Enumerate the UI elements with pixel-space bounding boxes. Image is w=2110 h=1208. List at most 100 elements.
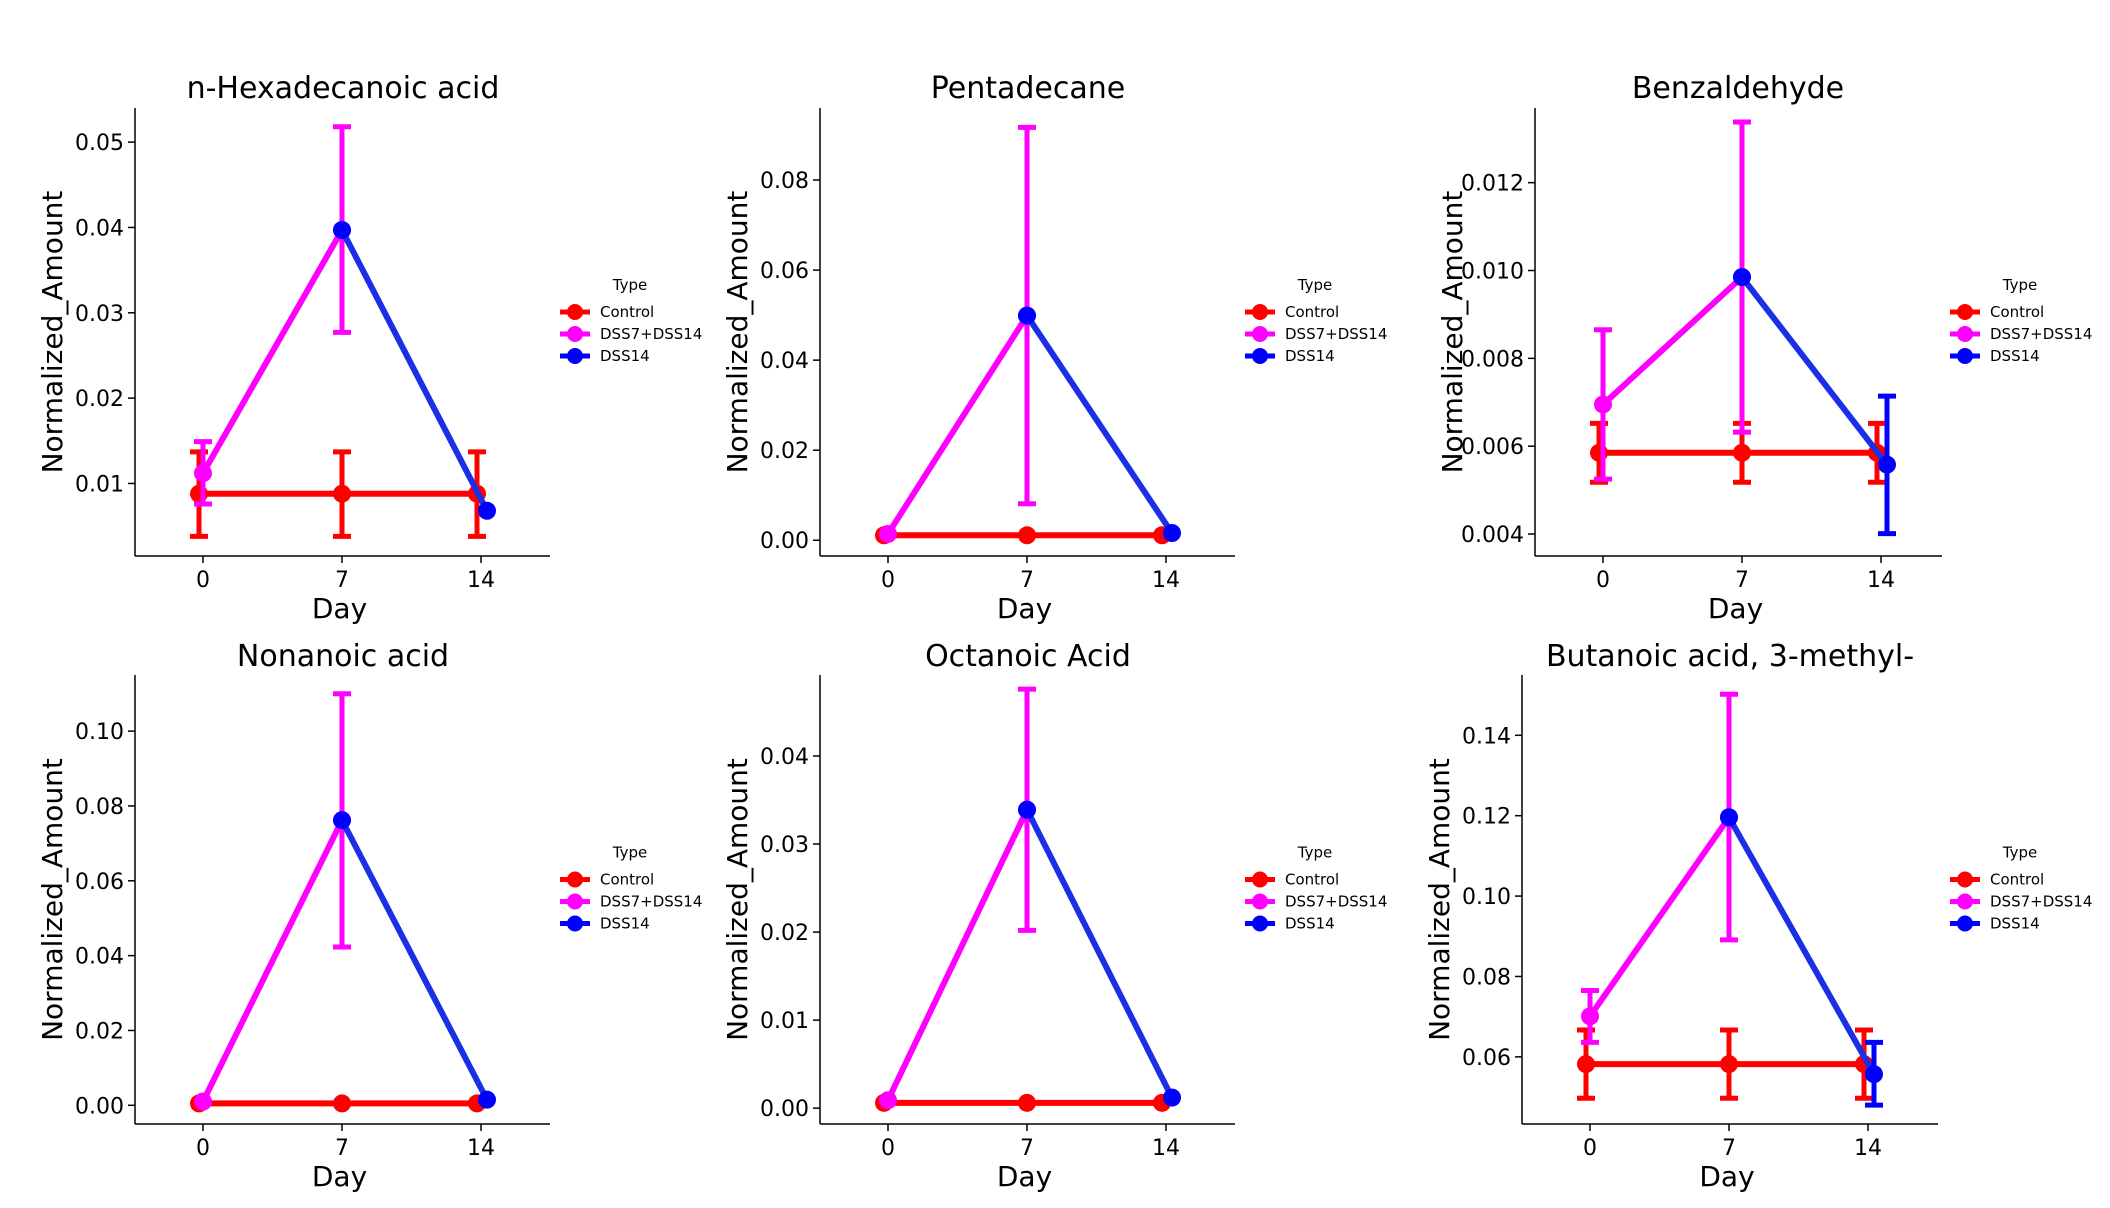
- y-tick-label: 0.08: [760, 169, 809, 194]
- data-point: [1594, 395, 1612, 414]
- legend-swatch-marker: [567, 326, 583, 342]
- data-point: [1018, 306, 1036, 325]
- data-point: [333, 484, 351, 503]
- y-tick-label: 0.06: [75, 870, 124, 895]
- legend-swatch-marker: [567, 304, 583, 320]
- y-tick-label: 0.02: [760, 439, 809, 464]
- series-line: [1739, 274, 1890, 468]
- legend-title: Type: [1297, 276, 1332, 294]
- series-line: [1587, 814, 1732, 1020]
- y-tick-label: 0.02: [75, 387, 124, 412]
- series-line: [200, 227, 345, 477]
- legend-label: DSS14: [600, 915, 650, 933]
- y-tick-label: 0.02: [75, 1019, 124, 1044]
- x-tick-label: 0: [881, 568, 895, 593]
- data-point: [194, 1092, 212, 1111]
- x-axis-label: Day: [997, 592, 1052, 625]
- chart-title: Pentadecane: [931, 71, 1126, 106]
- legend-label: DSS14: [600, 347, 650, 365]
- data-point: [1018, 526, 1036, 545]
- y-axis-label: Normalized_Amount: [721, 191, 754, 474]
- y-tick-label: 0.08: [1462, 965, 1511, 990]
- y-tick-label: 0.01: [760, 1009, 809, 1034]
- x-tick-label: 7: [335, 1136, 349, 1161]
- data-point: [1163, 1088, 1181, 1107]
- chart-panel: Butanoic acid, 3-methyl- 0.06 0.08 0.10 0.12…: [1423, 639, 2092, 1193]
- data-point: [478, 501, 496, 520]
- x-tick-label: 7: [1722, 1136, 1736, 1161]
- series-line: [200, 817, 345, 1105]
- series-line: [885, 312, 1030, 537]
- legend-label: DSS14: [1990, 347, 2040, 365]
- y-tick-label: 0.08: [75, 795, 124, 820]
- data-point: [1018, 800, 1036, 819]
- legend-title: Type: [1297, 844, 1332, 862]
- y-axis-label: Normalized_Amount: [36, 758, 69, 1041]
- y-tick-label: 0.12: [1462, 805, 1511, 830]
- y-tick-label: 0.06: [1462, 1046, 1511, 1071]
- y-axis-label: Normalized_Amount: [721, 758, 754, 1041]
- x-axis-label: Day: [312, 592, 367, 625]
- legend-swatch-marker: [1252, 871, 1268, 888]
- x-tick-label: 0: [196, 1136, 210, 1161]
- legend-swatch-marker: [1252, 304, 1268, 320]
- legend-swatch-marker: [1957, 326, 1973, 342]
- data-point: [1163, 524, 1181, 543]
- y-axis-label: Normalized_Amount: [1423, 758, 1456, 1041]
- y-axis-label: Normalized_Amount: [36, 191, 69, 474]
- y-tick-label: 0.02: [760, 921, 809, 946]
- chart-panel: n-Hexadecanoic acid 0.01 0.02 0.03 0.04 0.05 0…: [36, 71, 702, 625]
- legend-title: Type: [2002, 276, 2037, 294]
- legend-title: Type: [2002, 844, 2037, 862]
- y-tick-label: 0.10: [75, 720, 124, 745]
- x-tick-label: 7: [1735, 568, 1749, 593]
- x-tick-label: 14: [467, 568, 495, 593]
- y-tick-label: 0.05: [75, 131, 124, 156]
- legend-label: DSS14: [1285, 915, 1335, 933]
- legend-label: DSS7+DSS14: [1285, 325, 1387, 343]
- x-axis-label: Day: [312, 1160, 367, 1193]
- x-tick-label: 7: [335, 568, 349, 593]
- chart-title: Benzaldehyde: [1632, 71, 1844, 106]
- legend-title: Type: [612, 844, 647, 862]
- y-tick-label: 0.004: [1461, 523, 1524, 548]
- data-point: [1720, 1055, 1738, 1074]
- x-axis-label: Day: [997, 1160, 1052, 1193]
- legend-swatch-marker: [567, 915, 583, 932]
- series-line: [1024, 806, 1175, 1101]
- y-tick-label: 0.10: [1462, 885, 1511, 910]
- legend-swatch-marker: [1252, 348, 1268, 364]
- x-axis-label: Day: [1699, 1160, 1754, 1193]
- series-line: [339, 227, 490, 514]
- y-tick-label: 0.04: [760, 745, 809, 770]
- y-tick-label: 0.01: [75, 472, 124, 497]
- y-axis-label: Normalized_Amount: [1436, 191, 1469, 474]
- y-tick-label: 0.06: [760, 259, 809, 284]
- legend-swatch-marker: [1957, 348, 1973, 364]
- x-tick-label: 0: [1583, 1136, 1597, 1161]
- x-tick-label: 14: [467, 1136, 495, 1161]
- legend-label: Control: [1285, 303, 1339, 321]
- x-tick-label: 14: [1152, 1136, 1180, 1161]
- legend-label: DSS7+DSS14: [600, 893, 702, 911]
- y-tick-label: 0.04: [75, 216, 124, 241]
- y-tick-label: 0.012: [1461, 172, 1524, 197]
- series-line: [1024, 312, 1175, 536]
- legend-label: DSS7+DSS14: [1990, 893, 2092, 911]
- data-point: [194, 464, 212, 483]
- data-point: [1878, 455, 1896, 474]
- legend-swatch-marker: [1252, 915, 1268, 932]
- x-tick-label: 14: [1867, 568, 1895, 593]
- x-tick-label: 7: [1020, 1136, 1034, 1161]
- series-line: [1726, 814, 1877, 1078]
- legend-swatch-marker: [1252, 326, 1268, 342]
- legend-swatch-marker: [1957, 915, 1973, 932]
- x-tick-label: 0: [881, 1136, 895, 1161]
- legend-label: DSS7+DSS14: [600, 325, 702, 343]
- series-line: [885, 806, 1030, 1104]
- x-tick-label: 0: [1596, 568, 1610, 593]
- data-point: [333, 811, 351, 830]
- legend-label: Control: [1990, 303, 2044, 321]
- legend-label: Control: [1990, 871, 2044, 889]
